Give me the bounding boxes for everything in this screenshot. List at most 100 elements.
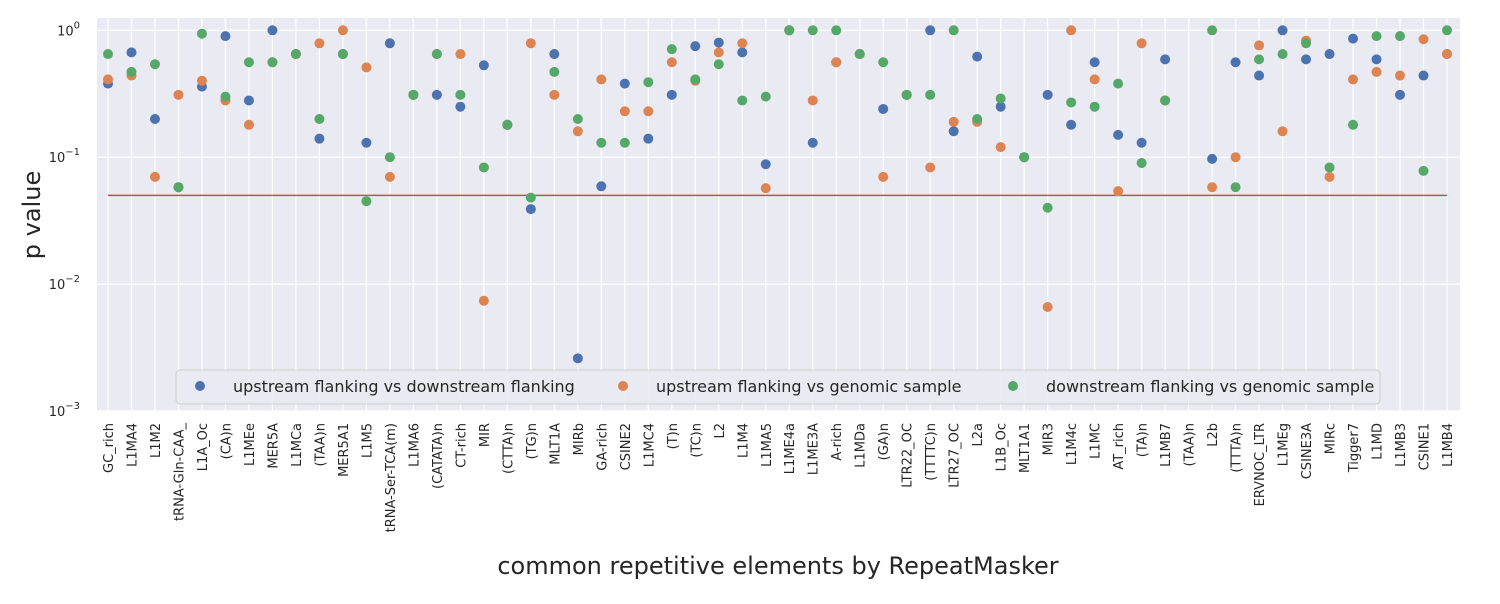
- x-tick-label: MLT1A: [548, 423, 563, 465]
- x-tick-label: CSINE2: [619, 423, 634, 470]
- x-tick-label: tRNA-Ser-TCA(m): [384, 423, 399, 532]
- x-tick-label: L1M4c: [1065, 423, 1080, 465]
- x-tick-label: L1MA5: [760, 423, 775, 467]
- data-point: [1254, 70, 1265, 81]
- y-tick-label: 10−2: [49, 274, 80, 293]
- x-tick-label: MIRc: [1324, 423, 1339, 454]
- data-point: [1254, 54, 1265, 65]
- x-tick-label: CSINE1: [1418, 423, 1433, 470]
- x-tick-label: L1M2: [149, 423, 164, 458]
- data-point: [1113, 186, 1124, 197]
- data-point: [1042, 89, 1053, 100]
- data-point: [408, 89, 419, 100]
- x-tick-label: L2: [713, 423, 728, 439]
- data-point: [666, 57, 677, 68]
- data-point: [995, 142, 1006, 153]
- data-point: [972, 51, 983, 62]
- data-point: [478, 162, 489, 173]
- data-point: [1371, 54, 1382, 65]
- data-point: [596, 181, 607, 192]
- data-point: [995, 101, 1006, 112]
- x-tick-label: L1MCa: [290, 423, 305, 467]
- data-point: [455, 101, 466, 112]
- data-point: [1042, 301, 1053, 312]
- legend-marker: [195, 381, 205, 391]
- data-point: [760, 91, 771, 102]
- data-point: [760, 159, 771, 170]
- x-tick-label: (TTTA)n: [1230, 423, 1245, 473]
- x-tick-label: MLT1A1: [1018, 423, 1033, 473]
- data-point: [196, 75, 207, 86]
- x-tick-label: L1MC4: [642, 423, 657, 467]
- data-point: [807, 137, 818, 148]
- legend-marker: [618, 381, 628, 391]
- data-point: [290, 49, 301, 60]
- data-point: [196, 28, 207, 39]
- data-point: [314, 113, 325, 124]
- x-tick-label: L1MD: [1371, 423, 1386, 460]
- x-tick-label: L1B_Oc: [995, 423, 1010, 471]
- x-tick-label: (TG)n: [525, 423, 540, 459]
- data-point: [267, 25, 278, 36]
- x-tick-label: CSINE3A: [1300, 423, 1315, 479]
- data-point: [1371, 66, 1382, 77]
- data-point: [1207, 25, 1218, 36]
- data-point: [267, 57, 278, 68]
- data-point: [361, 62, 372, 73]
- data-point: [149, 171, 160, 182]
- x-tick-label: (TAA)n: [1183, 423, 1198, 466]
- data-point: [948, 25, 959, 36]
- legend-label: upstream flanking vs genomic sample: [656, 377, 961, 396]
- legend: upstream flanking vs downstream flanking…: [175, 369, 1381, 405]
- data-point: [384, 171, 395, 182]
- data-point: [1089, 57, 1100, 68]
- data-point: [1089, 101, 1100, 112]
- x-tick-label: L1MEg: [1277, 423, 1292, 466]
- x-tick-label: MIR: [478, 423, 493, 447]
- data-point: [1230, 152, 1241, 163]
- data-point: [314, 38, 325, 49]
- data-point: [126, 66, 137, 77]
- data-point: [525, 192, 536, 203]
- data-point: [925, 25, 936, 36]
- data-point: [831, 25, 842, 36]
- x-tick-label: MIR3: [1042, 423, 1057, 455]
- data-point: [737, 47, 748, 58]
- data-point: [1301, 38, 1312, 49]
- x-tick-label: MER5A: [266, 423, 281, 469]
- data-point: [690, 41, 701, 52]
- data-point: [1277, 126, 1288, 137]
- data-point: [337, 25, 348, 36]
- data-point: [243, 119, 254, 130]
- y-tick-labels: 10−3 10−2 10−1 100: [49, 20, 80, 420]
- data-points: [103, 25, 1452, 364]
- data-point: [878, 171, 889, 182]
- x-tick-label: LTR27_OC: [948, 423, 963, 488]
- data-point: [643, 77, 654, 88]
- data-point: [1395, 70, 1406, 81]
- data-point: [1324, 49, 1335, 60]
- data-point: [1160, 54, 1171, 65]
- data-point: [972, 113, 983, 124]
- data-point: [1348, 74, 1359, 85]
- data-point: [1207, 182, 1218, 193]
- data-point: [1277, 49, 1288, 60]
- legend-label: upstream flanking vs downstream flanking: [233, 377, 575, 396]
- data-point: [572, 126, 583, 137]
- data-point: [1136, 158, 1147, 169]
- x-tick-label: ERVNOC_LTR: [1253, 423, 1268, 506]
- x-tick-label: L1MB4: [1441, 423, 1456, 467]
- data-point: [666, 89, 677, 100]
- data-point: [1136, 38, 1147, 49]
- data-point: [220, 91, 231, 102]
- x-tick-label: (CA)n: [219, 423, 234, 459]
- x-tick-label: L1ME4a: [783, 423, 798, 474]
- data-point: [948, 126, 959, 137]
- y-tick-label: 100: [57, 20, 80, 39]
- x-tick-label: L1MA6: [407, 423, 422, 467]
- data-point: [173, 182, 184, 193]
- data-point: [619, 78, 630, 89]
- data-point: [948, 116, 959, 127]
- data-point: [925, 89, 936, 100]
